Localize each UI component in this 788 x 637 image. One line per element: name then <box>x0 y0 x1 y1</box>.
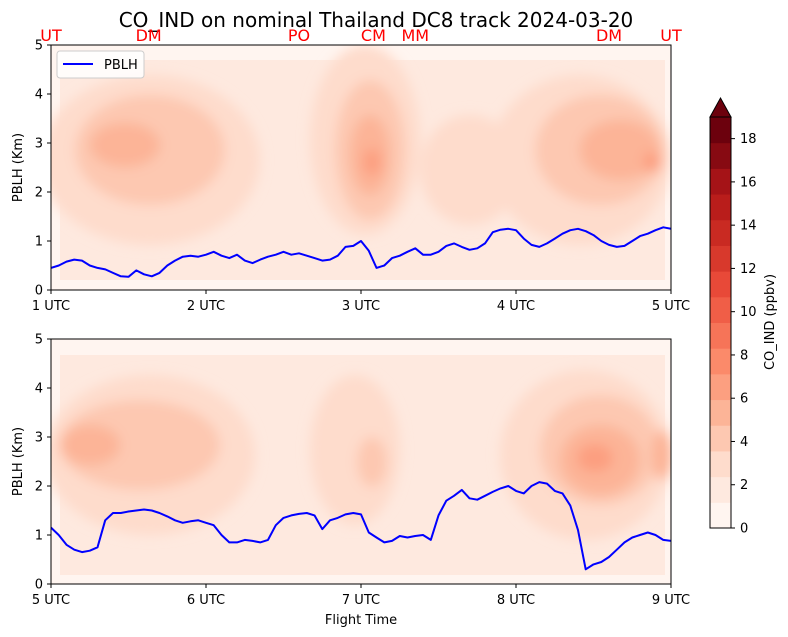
y-tick-label: 1 <box>35 235 43 250</box>
panel-2-contour-field <box>51 339 671 584</box>
site-label: MM <box>401 26 429 45</box>
colorbar-band <box>710 296 731 323</box>
x-tick-label: 3 UTC <box>342 299 380 314</box>
colorbar-band <box>710 348 731 375</box>
colorbar-band <box>710 502 731 529</box>
colorbar-extend-triangle <box>709 96 732 118</box>
colorbar-ticks: 0 2 4 6 8 10 12 14 16 18 <box>731 132 757 537</box>
y-tick-label: 1 <box>35 529 43 544</box>
chart-title: CO_IND on nominal Thailand DC8 track 202… <box>119 8 634 32</box>
colorbar-band <box>710 271 731 298</box>
colorbar-band <box>710 450 731 478</box>
colorbar-band <box>710 425 731 452</box>
colorbar-band <box>710 117 731 144</box>
panel-1-y-ticks: 0 1 2 3 4 5 <box>35 39 51 299</box>
x-tick-label: 5 UTC <box>652 299 690 314</box>
panel-1: 1 UTC 2 UTC 3 UTC 4 UTC 5 UTC 0 1 2 3 4 5 UT DM PO C… <box>11 26 690 314</box>
colorbar-band <box>710 373 731 401</box>
colorbar-band <box>710 168 731 195</box>
colorbar-tick-label: 14 <box>740 219 757 234</box>
y-tick-label: 2 <box>35 186 43 201</box>
site-label: DM <box>596 26 622 45</box>
colorbar-tick-label: 2 <box>740 478 748 493</box>
colorbar: 0 2 4 6 8 10 12 14 16 18 CO_IND (ppbv) <box>709 96 778 537</box>
x-tick-label: 5 UTC <box>32 593 70 608</box>
panel-1-x-ticks: 1 UTC 2 UTC 3 UTC 4 UTC 5 UTC <box>32 290 690 314</box>
colorbar-band <box>710 322 731 349</box>
colorbar-frame <box>709 116 732 529</box>
colorbar-tick-label: 10 <box>740 305 757 320</box>
colorbar-band <box>710 399 731 426</box>
panel-2-frame <box>50 338 672 585</box>
colorbar-tick-label: 4 <box>740 435 748 450</box>
legend-label: PBLH <box>104 58 138 73</box>
y-tick-label: 3 <box>35 431 43 446</box>
panel-2: 5 UTC 6 UTC 7 UTC 8 UTC 9 UTC 0 1 2 3 4 5 PBLH (K… <box>11 333 690 629</box>
panel-2-series <box>51 481 671 571</box>
y-tick-label: 4 <box>35 382 43 397</box>
colorbar-label: CO_IND (ppbv) <box>763 274 778 370</box>
x-tick-label: 6 UTC <box>187 593 225 608</box>
x-tick-label: 4 UTC <box>497 299 535 314</box>
colorbar-tick-label: 16 <box>740 175 757 190</box>
y-tick-label: 0 <box>35 578 43 593</box>
panel-1-site-labels: UT DM PO CM MM DM UT <box>40 26 682 45</box>
y-tick-label: 5 <box>35 333 43 348</box>
x-tick-label: 8 UTC <box>497 593 535 608</box>
colorbar-band <box>710 194 731 221</box>
panel-1-y-axis-label: PBLH (Km) <box>11 133 26 202</box>
site-label: PO <box>288 26 310 45</box>
y-tick-label: 2 <box>35 480 43 495</box>
colorbar-band <box>710 476 731 503</box>
colorbar-tick-label: 0 <box>740 522 748 537</box>
site-label: UT <box>40 26 62 45</box>
panel-1-legend: PBLH <box>56 50 145 79</box>
y-tick-label: 3 <box>35 137 43 152</box>
panel-1-series <box>51 226 671 278</box>
site-label: DM <box>136 26 162 45</box>
pblh-series-line <box>51 481 671 571</box>
panel-2-y-ticks: 0 1 2 3 4 5 <box>35 333 51 593</box>
y-tick-label: 0 <box>35 284 43 299</box>
site-label: CM <box>361 26 386 45</box>
colorbar-tick-label: 6 <box>740 392 748 407</box>
colorbar-band <box>710 142 731 169</box>
colorbar-tick-label: 8 <box>740 348 748 363</box>
legend-box <box>56 50 145 79</box>
x-tick-label: 2 UTC <box>187 299 225 314</box>
colorbar-tick-label: 12 <box>740 262 757 277</box>
panel-2-x-ticks: 5 UTC 6 UTC 7 UTC 8 UTC 9 UTC <box>32 584 690 608</box>
panel-1-frame <box>50 44 672 291</box>
x-tick-label: 7 UTC <box>342 593 380 608</box>
colorbar-bands <box>710 117 731 529</box>
colorbar-tick-label: 18 <box>740 132 757 147</box>
panel-2-y-axis-label: PBLH (Km) <box>11 427 26 496</box>
x-tick-label: 1 UTC <box>32 299 70 314</box>
pblh-series-line <box>51 226 671 278</box>
colorbar-band <box>710 245 731 272</box>
site-label: UT <box>660 26 682 45</box>
y-tick-label: 4 <box>35 88 43 103</box>
panel-2-x-axis-label: Flight Time <box>325 613 397 628</box>
panel-1-contour-field <box>51 45 671 290</box>
colorbar-band <box>710 219 731 246</box>
y-tick-label: 5 <box>35 39 43 54</box>
x-tick-label: 9 UTC <box>652 593 690 608</box>
